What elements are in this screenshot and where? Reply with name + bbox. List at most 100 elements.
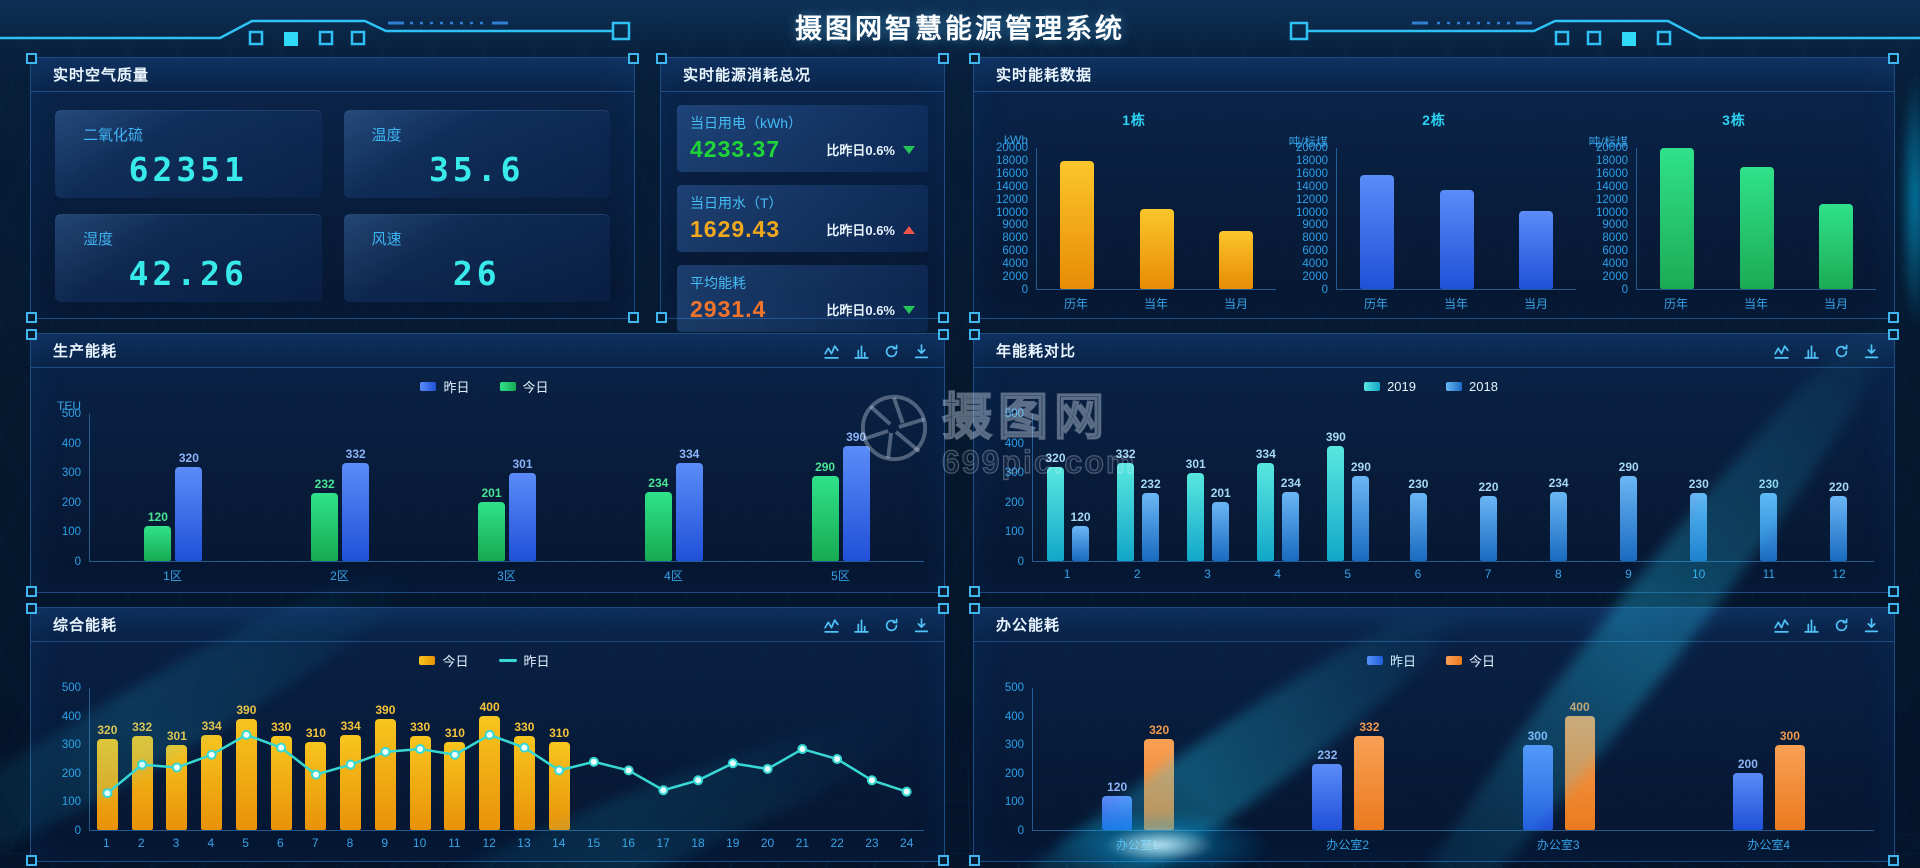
legend-item-今日[interactable]: 今日 [1446, 651, 1495, 670]
bar-value-label: 400 [479, 700, 500, 715]
panel-energy-summary: 实时能源消耗总况 当日用电（kWh） 4233.37 比昨日0.6% 当日用水（… [656, 53, 949, 332]
bar-value-label: 120 [147, 509, 168, 524]
bar [477, 501, 505, 561]
bar [175, 466, 203, 561]
x-tick-label: 19 [726, 836, 740, 850]
chart-building-2: 2栋 吨/标煤 20000 18000 16000 14000 12000 10000 9000… [1289, 110, 1576, 312]
download-icon[interactable] [913, 617, 930, 634]
bar [1327, 446, 1345, 561]
download-icon[interactable] [1863, 617, 1880, 634]
x-tick-label: 当年 [1143, 297, 1168, 311]
panel-corner [26, 855, 37, 866]
download-icon[interactable] [1863, 343, 1880, 360]
refresh-icon[interactable] [883, 617, 900, 634]
line-chart-icon[interactable] [823, 617, 840, 634]
download-icon[interactable] [913, 343, 930, 360]
legend-item-昨日[interactable]: 昨日 [420, 377, 470, 396]
y-axis: 500 400 300 200 100 0 [1004, 682, 1024, 837]
line-chart-icon[interactable] [823, 343, 840, 360]
legend-item-2019[interactable]: 2019 [1364, 379, 1416, 394]
x-tick-label: 8 [1554, 567, 1562, 581]
panel-corner [26, 312, 37, 323]
bar-value-label: 220 [1828, 480, 1849, 495]
bar-value-label: 290 [815, 459, 836, 474]
bar [1519, 210, 1554, 289]
x-tick-label: 11 [448, 836, 461, 850]
header-decoration-left [0, 19, 631, 46]
bar [479, 716, 501, 830]
refresh-icon[interactable] [1833, 343, 1850, 360]
panel-corner [938, 53, 949, 64]
stat-label: 二氧化硫 [83, 127, 144, 144]
legend-label: 昨日 [443, 379, 470, 395]
refresh-icon[interactable] [1833, 617, 1850, 634]
legend-item-今日[interactable]: 今日 [499, 377, 549, 396]
bar-value-label: 390 [846, 430, 867, 445]
chart-title: 3栋 [1722, 112, 1746, 128]
x-tick-label: 10 [1691, 567, 1706, 581]
x-tick-label: 16 [621, 836, 636, 850]
chart-legend: 昨日 今日 [45, 374, 924, 398]
bar-value-label: 330 [271, 720, 292, 735]
bar-value-label: 301 [1185, 456, 1206, 471]
bar [1774, 744, 1805, 830]
panel-corner [1888, 312, 1899, 323]
legend-item-2018[interactable]: 2018 [1446, 379, 1498, 394]
bar [508, 472, 536, 561]
bar-value-label: 310 [444, 725, 465, 740]
bar [444, 741, 466, 830]
x-tick-label: 4区 [664, 569, 683, 583]
x-tick-label: 5 [242, 836, 249, 850]
bar-value-label: 201 [1210, 485, 1231, 500]
bar-value-label: 334 [679, 446, 700, 461]
legend-swatch [499, 381, 516, 391]
x-tick-label: 17 [656, 836, 670, 850]
stat-value: 35.6 [429, 150, 525, 189]
bar-value-label: 330 [410, 720, 431, 735]
stat-card-so2: 二氧化硫 62351 [55, 110, 322, 198]
bar [1139, 208, 1174, 289]
bar-chart-icon[interactable] [853, 343, 870, 360]
bar-value-label: 234 [648, 476, 669, 491]
panel-title: 年能耗对比 [996, 343, 1077, 360]
bar [1117, 463, 1135, 561]
chart-toolbox [823, 608, 930, 642]
chart-legend: 今日 昨日 [45, 648, 924, 672]
panel-title: 实时空气质量 [53, 67, 150, 84]
legend-item-今日[interactable]: 今日 [419, 651, 469, 670]
legend-item-昨日[interactable]: 昨日 [1366, 651, 1416, 670]
bar-value-label: 230 [1758, 477, 1779, 492]
panel-annual-comparison: 年能耗对比 2019 2018 500 400 300 200 100 0 320 120 332 2… [969, 329, 1899, 597]
x-tick-label: 10 [412, 836, 427, 850]
trend: 比昨日0.6% [826, 300, 915, 319]
line-chart-icon[interactable] [1773, 343, 1790, 360]
refresh-icon[interactable] [883, 343, 900, 360]
legend-swatch [1446, 655, 1462, 665]
stat-label: 湿度 [83, 231, 114, 248]
legend-swatch [498, 658, 517, 662]
bar-value-label: 334 [1255, 446, 1276, 461]
legend-item-昨日[interactable]: 昨日 [498, 651, 550, 670]
bar [1620, 475, 1638, 561]
bar [1072, 525, 1090, 561]
bar-value-label: 334 [340, 719, 361, 734]
panel-title: 办公能耗 [996, 617, 1061, 634]
summary-value: 2931.4 [690, 296, 767, 322]
bar-chart-icon[interactable] [1803, 343, 1820, 360]
bar-value-label: 300 [1527, 728, 1548, 743]
summary-label: 平均能耗 [690, 275, 746, 291]
bar-value-label: 320 [1149, 723, 1170, 738]
bar [811, 475, 839, 561]
x-tick-label: 3 [172, 836, 180, 850]
stat-label: 温度 [371, 127, 402, 144]
panel-corner [938, 586, 949, 597]
chart-legend: 昨日 今日 [988, 648, 1874, 672]
summary-tile-water: 当日用水（T） 1629.43 比昨日0.6% [677, 185, 928, 252]
bar-value-label: 300 [1779, 728, 1800, 743]
bar-chart-icon[interactable] [1803, 617, 1820, 634]
summary-tile-electricity: 当日用电（kWh） 4233.37 比昨日0.6% [677, 105, 928, 172]
bar-chart-icon[interactable] [853, 617, 870, 634]
bar [1760, 493, 1778, 561]
line-chart-icon[interactable] [1773, 617, 1790, 634]
x-tick-label: 3区 [497, 569, 516, 583]
